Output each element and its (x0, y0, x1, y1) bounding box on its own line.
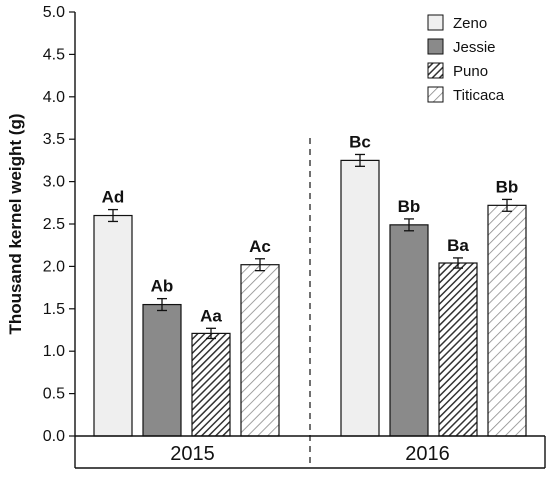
error-bar (157, 297, 167, 312)
data-label: Ba (447, 236, 469, 255)
bar-jessie-2016 (389, 224, 429, 437)
axes: 2015 2016 (74, 12, 546, 469)
bar-titicaca-2015 (240, 264, 280, 437)
bars (93, 153, 527, 437)
legend-label: Puno (453, 63, 488, 80)
y-axis-ticks: 0.0 0.5 1.0 1.5 2.0 2.5 3.0 3.5 4.0 4.5 5.0 (43, 4, 75, 445)
y-tick-label: 2.5 (43, 216, 65, 233)
legend-item-puno: Puno (427, 62, 488, 80)
data-label: Ab (151, 277, 174, 296)
y-tick-label: 2.0 (43, 258, 65, 275)
data-label: Bc (349, 132, 371, 151)
data-label: Ad (102, 188, 125, 207)
error-bar (502, 198, 512, 212)
error-bar (108, 208, 118, 223)
y-tick-label: 0.0 (43, 428, 65, 445)
legend-label: Zeno (453, 15, 487, 32)
legend-item-jessie: Jessie (427, 38, 496, 56)
legend-item-titicaca: Titicaca (427, 86, 505, 104)
data-label: Bb (398, 197, 421, 216)
bar-jessie-2015 (142, 303, 182, 437)
error-bar (255, 258, 265, 272)
y-axis-label: Thousand kernel weight (g) (6, 113, 25, 334)
legend-swatch (427, 14, 444, 31)
y-tick-label: 0.5 (43, 386, 65, 403)
error-bar (206, 327, 216, 340)
legend-swatch (427, 38, 444, 55)
y-tick-label: 1.0 (43, 343, 65, 360)
legend-label: Titicaca (453, 87, 505, 104)
data-labels: Ad Ab Aa Ac Bc Bb Ba Bb (102, 132, 519, 325)
data-label: Ac (249, 237, 271, 256)
y-tick-label: 5.0 (43, 4, 65, 21)
y-tick-label: 1.5 (43, 301, 65, 318)
legend-swatch (427, 62, 444, 79)
error-bar (453, 257, 463, 269)
bar-titicaca-2016 (487, 204, 527, 437)
y-tick-label: 3.5 (43, 131, 65, 148)
legend: Zeno Jessie Puno Titicaca (427, 14, 505, 104)
x-category-label: 2016 (405, 443, 450, 465)
error-bar (355, 153, 365, 167)
legend-swatch (427, 86, 444, 103)
y-tick-label: 4.5 (43, 46, 65, 63)
data-label: Aa (200, 306, 222, 325)
x-category-label: 2015 (170, 443, 215, 465)
bar-zeno-2016 (340, 159, 380, 437)
legend-item-zeno: Zeno (427, 14, 487, 32)
error-bar (404, 218, 414, 232)
y-tick-label: 3.0 (43, 174, 65, 191)
bar-puno-2015 (191, 332, 231, 437)
data-label: Bb (496, 177, 519, 196)
y-tick-label: 4.0 (43, 89, 65, 106)
legend-label: Jessie (453, 39, 496, 56)
bar-zeno-2015 (93, 214, 133, 437)
bar-puno-2016 (438, 262, 478, 437)
